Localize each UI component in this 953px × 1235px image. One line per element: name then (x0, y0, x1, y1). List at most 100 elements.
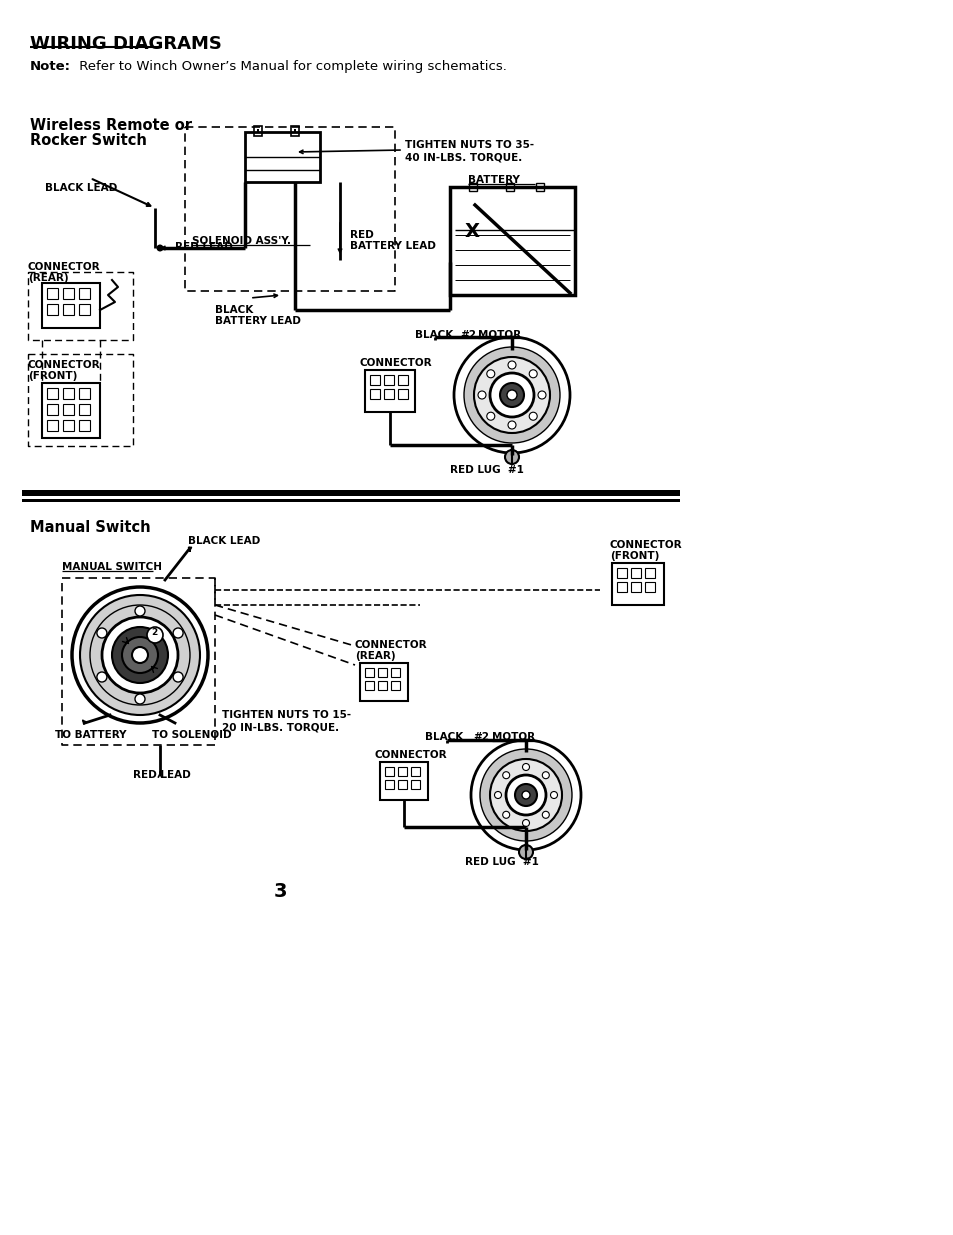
Bar (63, 388, 74, 399)
Circle shape (522, 820, 529, 826)
Circle shape (507, 361, 516, 369)
Bar (379, 762, 428, 800)
Bar (365, 680, 374, 690)
Bar (617, 582, 626, 592)
Text: CONNECTOR: CONNECTOR (375, 750, 447, 760)
Circle shape (477, 391, 485, 399)
Bar (359, 663, 408, 701)
Bar (47, 404, 58, 415)
Bar (630, 568, 640, 578)
Bar (79, 304, 90, 315)
Circle shape (474, 357, 550, 433)
Text: Manual Switch: Manual Switch (30, 520, 151, 535)
Circle shape (499, 383, 523, 408)
Text: TO BATTERY: TO BATTERY (55, 730, 127, 740)
Circle shape (541, 772, 549, 779)
Text: BLACK: BLACK (424, 732, 463, 742)
Bar (384, 375, 394, 385)
Bar (391, 680, 399, 690)
Bar (63, 404, 74, 415)
Circle shape (541, 811, 549, 819)
Circle shape (147, 627, 163, 643)
Text: #2: #2 (459, 330, 476, 340)
Circle shape (521, 790, 530, 799)
Circle shape (486, 369, 495, 378)
Bar (384, 389, 394, 399)
Text: 20 IN-LBS. TORQUE.: 20 IN-LBS. TORQUE. (222, 722, 338, 732)
Bar (63, 304, 74, 315)
Bar (47, 420, 58, 431)
Text: TIGHTEN NUTS TO 35-: TIGHTEN NUTS TO 35- (405, 140, 534, 149)
Bar (469, 183, 476, 191)
Text: BLACK LEAD: BLACK LEAD (45, 183, 117, 193)
Bar (644, 568, 655, 578)
Text: Note:: Note: (30, 61, 71, 73)
Circle shape (494, 792, 501, 799)
Bar (294, 128, 295, 133)
Text: MANUAL SWITCH: MANUAL SWITCH (62, 562, 162, 572)
Bar (245, 132, 319, 182)
Text: MOTOR: MOTOR (477, 330, 520, 340)
Text: CONNECTOR: CONNECTOR (28, 262, 100, 272)
Text: 2: 2 (151, 629, 157, 637)
Bar (397, 781, 407, 789)
Circle shape (122, 637, 158, 673)
Circle shape (518, 845, 533, 860)
Text: 40 IN-LBS. TORQUE.: 40 IN-LBS. TORQUE. (405, 152, 521, 162)
Bar (370, 375, 379, 385)
Circle shape (550, 792, 557, 799)
Text: BLACK: BLACK (415, 330, 453, 340)
Circle shape (490, 373, 534, 417)
Text: Refer to Winch Owner’s Manual for complete wiring schematics.: Refer to Winch Owner’s Manual for comple… (75, 61, 506, 73)
Circle shape (172, 629, 183, 638)
Bar (617, 568, 626, 578)
Bar (644, 582, 655, 592)
Bar (79, 404, 90, 415)
Text: (REAR): (REAR) (28, 273, 69, 283)
Bar (536, 183, 543, 191)
Circle shape (71, 587, 208, 722)
Bar (630, 582, 640, 592)
Bar (291, 126, 298, 136)
Bar (79, 388, 90, 399)
Bar (397, 389, 408, 399)
Text: BATTERY: BATTERY (468, 175, 519, 185)
Circle shape (156, 245, 163, 252)
Text: CONNECTOR: CONNECTOR (609, 540, 682, 550)
Bar (22, 490, 679, 496)
Circle shape (515, 784, 537, 806)
Text: Wireless Remote or: Wireless Remote or (30, 119, 192, 133)
Bar (370, 389, 379, 399)
Circle shape (502, 772, 509, 779)
Bar (47, 304, 58, 315)
Bar (42, 283, 100, 329)
Text: CONNECTOR: CONNECTOR (28, 359, 100, 370)
Bar (377, 680, 387, 690)
Circle shape (522, 763, 529, 771)
Circle shape (135, 694, 145, 704)
Circle shape (80, 595, 200, 715)
Circle shape (454, 337, 569, 453)
Text: BATTERY LEAD: BATTERY LEAD (214, 316, 300, 326)
Bar (42, 383, 100, 438)
Circle shape (90, 605, 190, 705)
Circle shape (463, 347, 559, 443)
Bar (385, 781, 394, 789)
Text: RED: RED (350, 230, 374, 240)
Text: WIRING DIAGRAMS: WIRING DIAGRAMS (30, 35, 222, 53)
Text: #2: #2 (473, 732, 489, 742)
Circle shape (529, 369, 537, 378)
Circle shape (507, 421, 516, 429)
Bar (397, 375, 408, 385)
Circle shape (479, 748, 572, 841)
Bar (63, 420, 74, 431)
Circle shape (132, 647, 148, 663)
Bar (411, 781, 419, 789)
Bar (22, 499, 679, 501)
Circle shape (506, 390, 517, 400)
Bar (385, 767, 394, 776)
Bar (79, 420, 90, 431)
Text: CONNECTOR: CONNECTOR (355, 640, 427, 650)
Circle shape (504, 450, 518, 464)
Text: X: X (464, 222, 479, 241)
